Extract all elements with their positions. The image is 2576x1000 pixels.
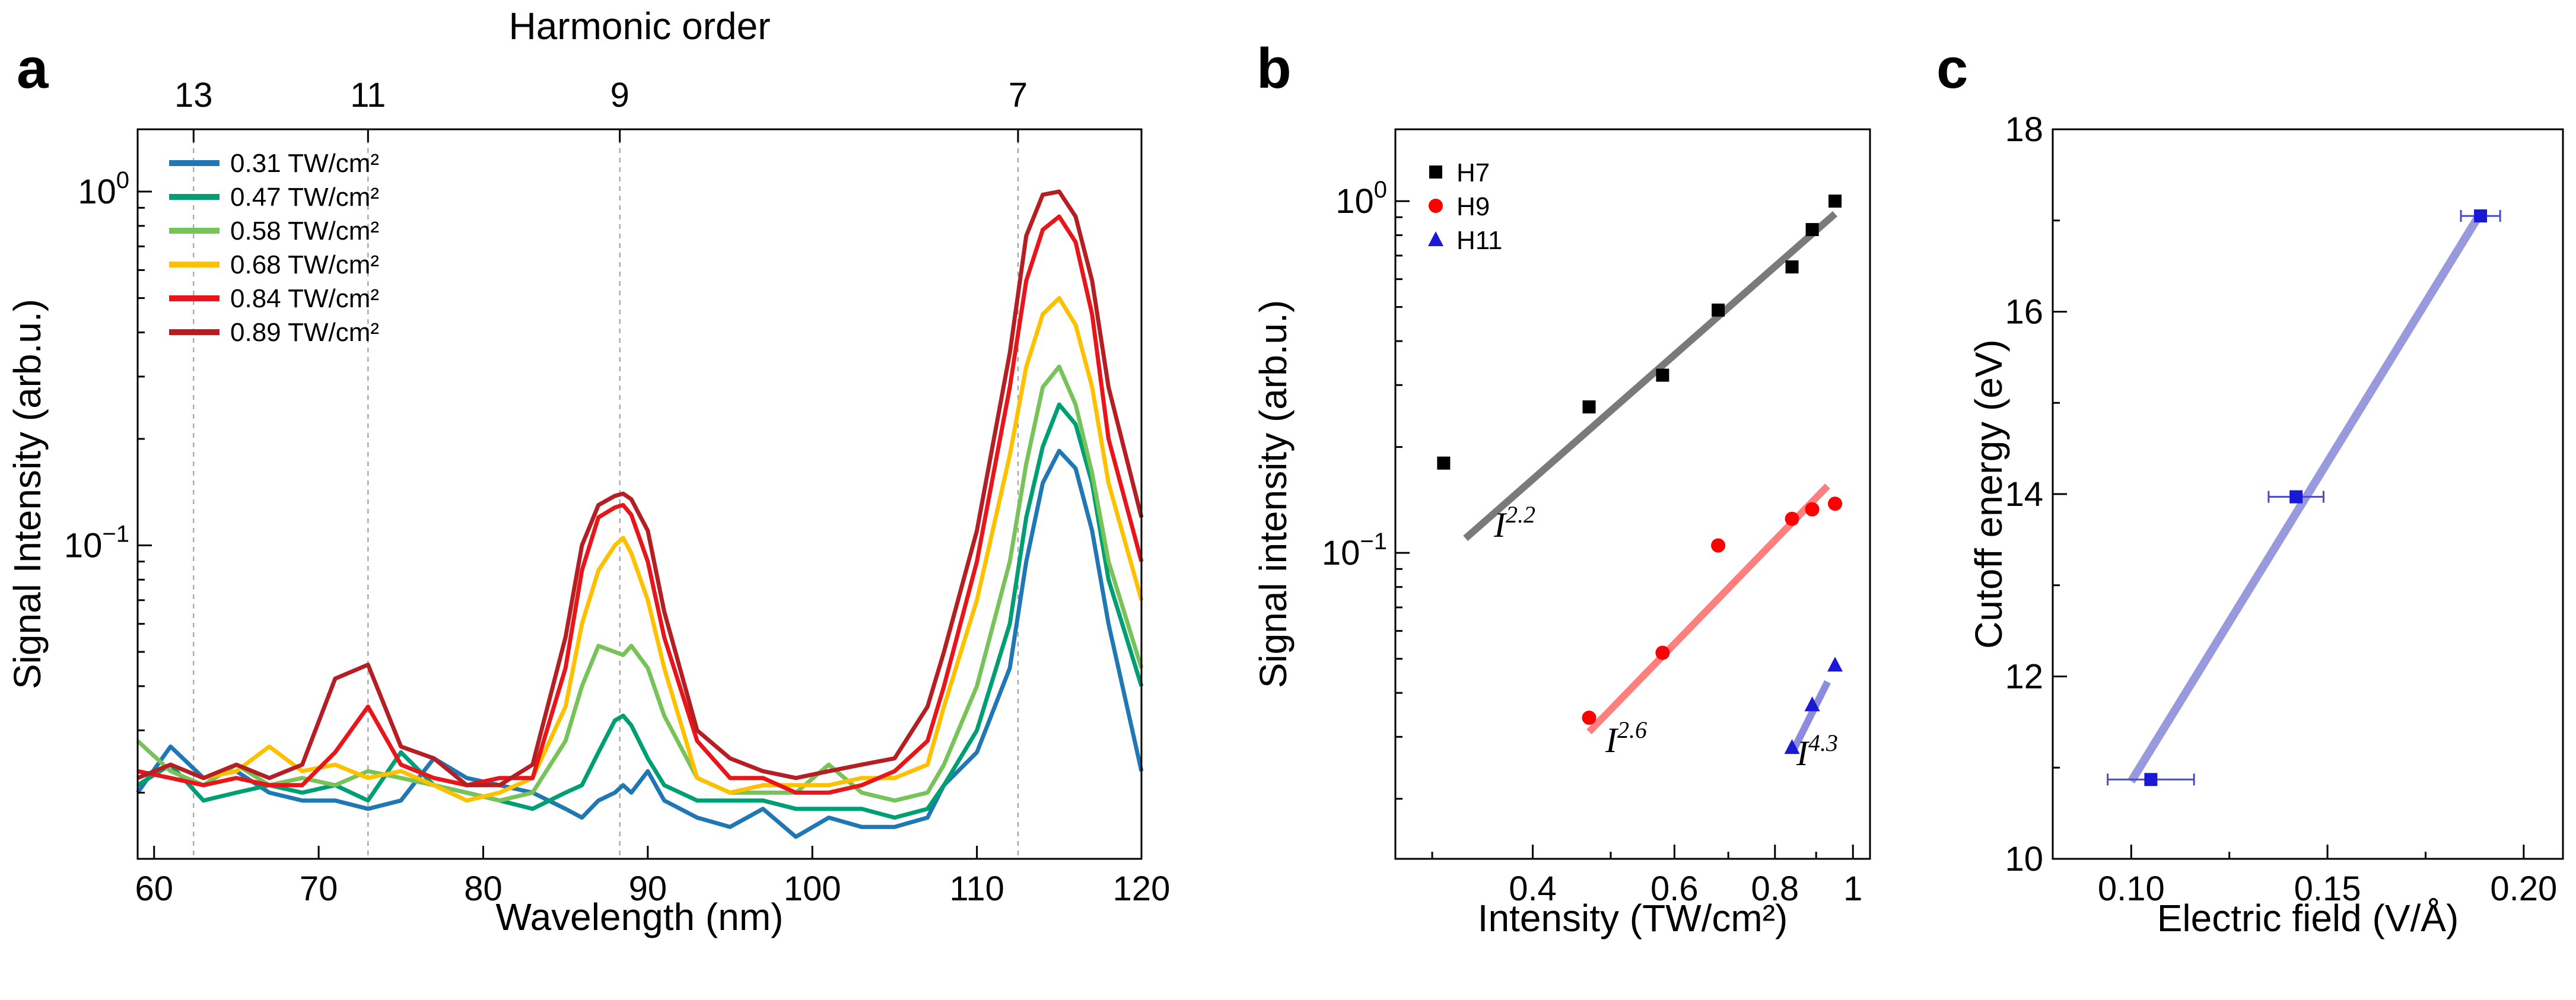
harmonic-order-label: 11: [350, 76, 386, 114]
data-point: [1655, 645, 1670, 660]
x-tick-label: 70: [300, 870, 338, 908]
panel-c-x-axis-label: Electric field (V/Å): [2157, 897, 2459, 940]
legend-label: 0.47 TW/cm²: [230, 183, 379, 212]
legend-label: H7: [1456, 158, 1490, 187]
legend-label: 0.89 TW/cm²: [230, 318, 379, 347]
panel-b-y-axis-label: Signal intensity (arb.u.): [1252, 300, 1295, 689]
data-point: [1712, 303, 1725, 317]
y-tick-label: 14: [2005, 475, 2043, 514]
panel-c-y-axis-label: Cutoff energy (eV): [1967, 339, 2010, 649]
data-point: [2144, 773, 2158, 786]
data-point: [2289, 490, 2303, 504]
legend-label: 0.58 TW/cm²: [230, 216, 379, 246]
data-point: [1582, 711, 1597, 725]
data-point: [1785, 260, 1799, 274]
y-tick-label: 12: [2005, 658, 2043, 696]
spectrum-line: [136, 296, 1144, 803]
legend-label: H11: [1456, 226, 1502, 255]
x-tick-label: 0.10: [2098, 870, 2165, 908]
panel-b-letter: b: [1257, 37, 1292, 100]
x-tick-label: 0.8: [1751, 870, 1799, 908]
panel-a-letter: a: [17, 37, 49, 100]
x-tick-label: 0.20: [2490, 870, 2557, 908]
y-tick-label: 10: [2005, 840, 2043, 878]
data-point: [1805, 502, 1820, 517]
fit-line: [1789, 680, 1831, 755]
panel-b-x-axis-label: Intensity (TW/cm²): [1478, 897, 1788, 940]
panel-c-letter: c: [1936, 37, 1968, 100]
data-point: [1828, 496, 1843, 511]
x-tick-label: 0.15: [2294, 870, 2361, 908]
data-point: [1828, 195, 1842, 208]
panel-a-frame: [136, 128, 1143, 860]
x-tick-label: 120: [1113, 870, 1171, 908]
panel-a-x-axis-label: Wavelength (nm): [496, 896, 784, 938]
data-point: [2474, 209, 2488, 223]
y-tick-label: 18: [2005, 110, 2043, 149]
spectrum-line: [136, 448, 1144, 839]
x-tick-label: 1: [1843, 870, 1862, 908]
y-tick-label: 10−1: [1322, 528, 1387, 572]
harmonic-order-label: 13: [174, 76, 213, 114]
data-point: [1437, 456, 1451, 470]
y-tick-label: 16: [2005, 293, 2043, 332]
legend-label: H9: [1456, 192, 1490, 221]
spectrum-line: [137, 214, 1144, 795]
data-point: [1785, 511, 1799, 526]
power-law-label: I4.3: [1796, 730, 1838, 773]
data-point: [1582, 400, 1596, 414]
panel-c: c 0.10 0.15 0.20 10 12 14 16 18 Electric field …: [1936, 37, 2564, 940]
legend-label: 0.31 TW/cm²: [230, 149, 379, 178]
y-tick-label: 100: [1335, 177, 1387, 221]
panel-b-frame: [1394, 128, 1871, 860]
x-tick-label: 60: [135, 870, 173, 908]
fit-line: [1463, 211, 1838, 542]
legend-marker: [1429, 165, 1442, 179]
spectrum-line: [136, 189, 1144, 788]
spectrum-line: [136, 364, 1144, 803]
y-tick-label: 100: [78, 167, 129, 211]
data-point: [1827, 657, 1843, 672]
power-law-label: I2.6: [1605, 716, 1647, 760]
legend-marker: [1428, 231, 1443, 246]
data-point: [1805, 223, 1819, 237]
data-point: [1711, 538, 1726, 553]
legend-marker: [1429, 199, 1443, 213]
legend-label: 0.68 TW/cm²: [230, 250, 379, 279]
panel-a-top-axis-label: Harmonic order: [508, 5, 770, 47]
y-tick-label: 10−1: [64, 521, 129, 565]
x-tick-label: 100: [784, 870, 841, 908]
fit-line: [1586, 483, 1830, 735]
x-tick-label: 90: [629, 870, 667, 908]
panel-b-legend: H7 H9 H11: [1428, 158, 1502, 255]
harmonic-order-label: 9: [610, 76, 629, 114]
x-tick-label: 0.4: [1509, 870, 1557, 908]
power-law-label: I2.2: [1493, 501, 1535, 544]
data-point: [1656, 368, 1669, 382]
panel-b: b 0.4 0.6 0.8 1 100 10−1 H7 H9 H11 I2.2 I2.6 I4.3…: [1252, 37, 1871, 940]
x-tick-label: 80: [464, 870, 503, 908]
x-tick-label: 0.6: [1650, 870, 1699, 908]
x-tick-label: 110: [949, 870, 1004, 908]
legend-label: 0.84 TW/cm²: [230, 284, 379, 313]
panel-a-y-axis-label: Signal Intensity (arb.u.): [6, 299, 49, 689]
harmonic-order-label: 7: [1009, 76, 1028, 114]
spectrum-line: [136, 402, 1144, 820]
data-point: [1804, 696, 1820, 712]
data-point: [1784, 739, 1800, 754]
panel-a: a 13 11 9 7 60 70 80 90 100 110 120 100 10−1 0.31 TW…: [6, 5, 1170, 938]
panel-a-legend: 0.31 TW/cm² 0.47 TW/cm² 0.58 TW/cm² 0.68 TW…: [169, 149, 379, 347]
